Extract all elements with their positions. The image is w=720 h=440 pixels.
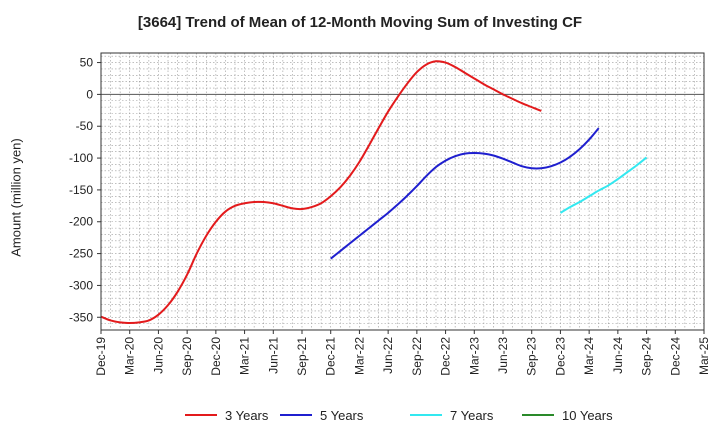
x-tick-label: Mar-22 xyxy=(352,337,366,375)
x-tick-label: Dec-19 xyxy=(94,337,108,376)
series-line-3-years xyxy=(100,60,542,324)
y-tick-label: -200 xyxy=(69,215,93,229)
y-tick-label: -100 xyxy=(69,151,93,165)
legend-label: 7 Years xyxy=(450,408,494,423)
chart-title: [3664] Trend of Mean of 12-Month Moving … xyxy=(137,14,583,31)
x-tick-label: Dec-23 xyxy=(553,337,567,376)
plot-frame xyxy=(100,52,705,331)
x-tick-label: Dec-24 xyxy=(668,337,682,376)
x-tick-label: Jun-21 xyxy=(266,337,280,374)
y-tick-label: -300 xyxy=(69,278,93,292)
x-tick-label: Sep-23 xyxy=(525,337,539,376)
x-tick-label: Mar-20 xyxy=(123,337,137,375)
y-tick-label: 0 xyxy=(86,87,93,101)
series-line-7-years xyxy=(559,156,648,214)
y-tick-label: -350 xyxy=(69,310,93,324)
y-tick-label: -150 xyxy=(69,183,93,197)
x-tick-labels: Dec-19 Mar-20 Jun-20 Sep-20 Dec-20 Mar-21 Jun-… xyxy=(94,330,711,376)
series-lines xyxy=(100,60,648,324)
x-tick-label: Sep-21 xyxy=(295,337,309,376)
legend-label: 5 Years xyxy=(320,408,364,423)
y-tick-label: -250 xyxy=(69,247,93,261)
y-tick-labels: 50 0 -50 -100 -150 -200 -250 -300 -350 xyxy=(69,56,101,324)
x-tick-label: Sep-20 xyxy=(180,337,194,376)
x-tick-label: Mar-23 xyxy=(467,337,481,375)
x-tick-label: Mar-25 xyxy=(697,337,711,375)
legend: 3 Years 5 Years 7 Years 10 Years xyxy=(185,408,613,423)
y-tick-label: -50 xyxy=(76,119,94,133)
series-line-5-years xyxy=(330,127,600,260)
x-tick-label: Mar-24 xyxy=(582,337,596,375)
x-tick-label: Dec-20 xyxy=(209,337,223,376)
x-tick-label: Jun-23 xyxy=(496,337,510,374)
x-tick-label: Jun-22 xyxy=(381,337,395,374)
grid-lines xyxy=(101,53,704,331)
x-tick-label: Mar-21 xyxy=(238,337,252,375)
x-tick-label: Sep-24 xyxy=(640,337,654,376)
y-tick-label: 50 xyxy=(80,56,94,70)
legend-label: 10 Years xyxy=(562,408,613,423)
x-tick-label: Sep-22 xyxy=(410,337,424,376)
x-tick-label: Jun-20 xyxy=(151,337,165,374)
x-tick-label: Dec-22 xyxy=(439,337,453,376)
legend-label: 3 Years xyxy=(225,408,269,423)
x-tick-label: Jun-24 xyxy=(611,337,625,374)
x-tick-label: Dec-21 xyxy=(324,337,338,376)
